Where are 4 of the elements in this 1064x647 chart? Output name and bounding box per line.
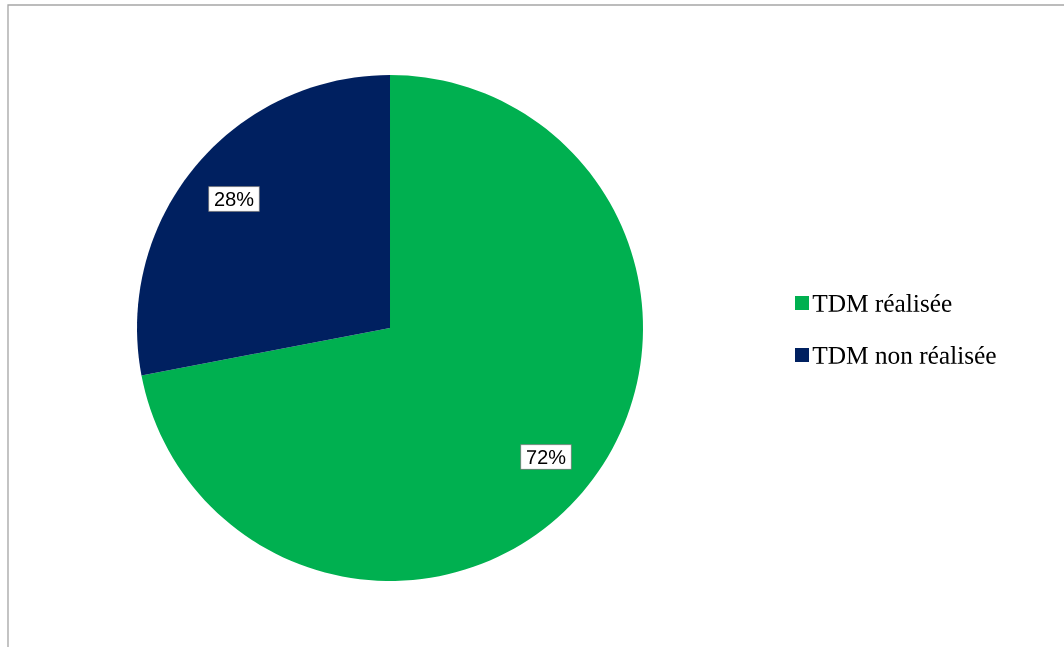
legend-label: TDM non réalisée [812, 346, 996, 364]
legend-label: TDM réalisée [812, 294, 952, 312]
data-label: 72% [527, 449, 566, 465]
data-label: 28% [214, 191, 254, 207]
